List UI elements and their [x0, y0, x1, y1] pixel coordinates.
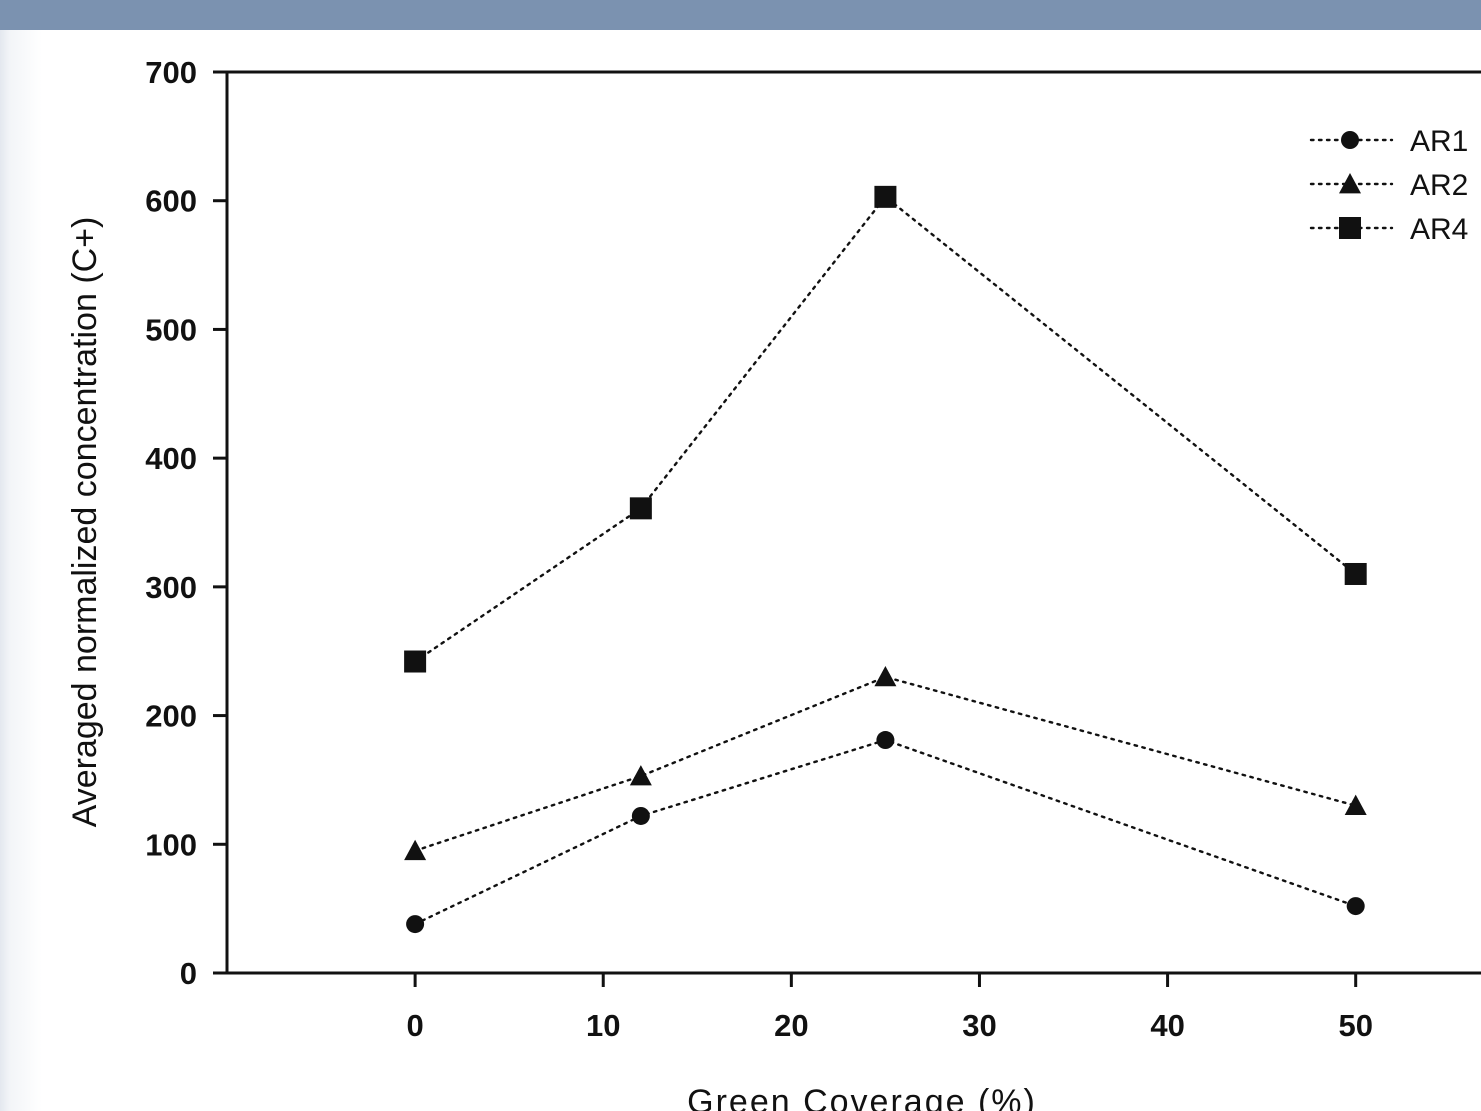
series-ar4 [404, 185, 1367, 673]
y-tick-label: 600 [145, 184, 197, 219]
y-tick-label: 100 [145, 827, 197, 862]
x-tick-label: 40 [1150, 1008, 1184, 1043]
y-tick-label: 300 [145, 570, 197, 605]
x-tick-label: 20 [774, 1008, 808, 1043]
legend-marker [1339, 217, 1361, 239]
series-ar2 [404, 665, 1367, 861]
x-tick-label: 50 [1338, 1008, 1372, 1043]
data-point [406, 915, 425, 934]
header-band [0, 0, 1481, 30]
y-tick-label: 0 [180, 956, 197, 991]
legend-item: AR1 [1309, 125, 1468, 158]
series-line [413, 738, 1357, 926]
y-tick-label: 500 [145, 312, 197, 347]
legend-item: AR2 [1309, 169, 1468, 202]
legend-marker [1339, 173, 1361, 194]
data-point [404, 650, 427, 673]
data-point [629, 497, 652, 520]
data-point [876, 731, 895, 750]
data-point [874, 185, 897, 208]
x-tick-label: 10 [586, 1008, 620, 1043]
data-point [1344, 794, 1367, 816]
ticks-layer: 0 100 200 300 400 500 600 700 0 10 20 30 40 50 [145, 55, 1373, 1043]
legend-label: AR2 [1410, 169, 1468, 202]
legend-item: AR4 [1309, 213, 1468, 246]
data-point [404, 839, 427, 861]
x-tick-label: 0 [406, 1008, 423, 1043]
y-axis-title: Averaged normalized concentration (C+) [66, 217, 104, 828]
legend-label: AR4 [1410, 213, 1468, 246]
axes-layer [225, 70, 1481, 975]
series-ar1 [406, 731, 1365, 934]
data-point [874, 665, 897, 687]
y-tick-label: 700 [145, 55, 197, 90]
left-edge-shade [0, 30, 42, 1111]
data-point [629, 765, 652, 786]
series-layer [404, 185, 1367, 934]
series-line [413, 675, 1357, 852]
series-line [413, 195, 1357, 663]
y-tick-label: 200 [145, 699, 197, 734]
legend-marker [1341, 131, 1359, 149]
x-axis-title: Green Coverage (%) [687, 1083, 1037, 1111]
x-tick-label: 30 [962, 1008, 996, 1043]
data-point [1346, 897, 1365, 916]
legend: AR1 AR2 AR4 [1309, 125, 1468, 246]
data-point [1344, 562, 1367, 585]
data-point [631, 806, 650, 825]
y-tick-label: 400 [145, 441, 197, 476]
legend-label: AR1 [1410, 125, 1468, 158]
